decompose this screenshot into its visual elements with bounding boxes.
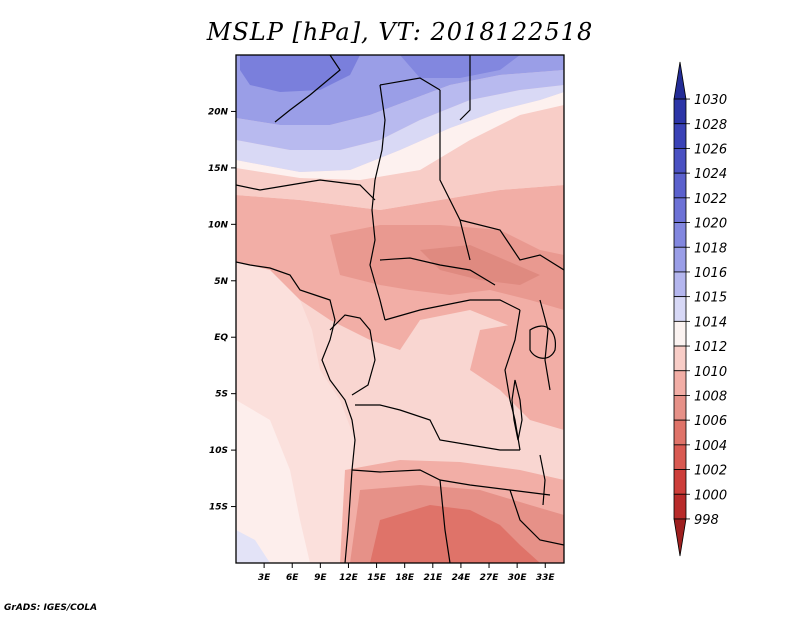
x-tick-label: 21E bbox=[423, 573, 443, 583]
colorbar-label: 1020 bbox=[694, 217, 727, 232]
border-kenya bbox=[539, 299, 551, 391]
colorbar-swatch bbox=[673, 296, 687, 322]
colorbar-swatch bbox=[673, 197, 687, 223]
coastline-west-africa bbox=[236, 261, 356, 563]
colorbar-swatch bbox=[673, 98, 687, 125]
credit-text: GrADS: IGES/COLA bbox=[4, 603, 98, 613]
border-libya-algeria bbox=[274, 55, 341, 123]
field-1008-car-core bbox=[420, 245, 540, 285]
field-1016-band bbox=[236, 85, 564, 172]
country-borders bbox=[236, 55, 564, 563]
colorbar-swatch bbox=[673, 320, 687, 347]
colorbar-label: 1010 bbox=[694, 365, 727, 380]
border-drc-east bbox=[504, 309, 521, 451]
field-1018-band bbox=[236, 70, 564, 150]
colorbar-swatch bbox=[673, 345, 687, 372]
y-tick-label: 15N bbox=[208, 164, 229, 174]
y-tick-label: EQ bbox=[214, 333, 228, 343]
colorbar-label: 1002 bbox=[694, 464, 727, 479]
colorbar-swatch bbox=[673, 246, 687, 273]
x-tick-label: 18E bbox=[395, 573, 415, 583]
colorbar-swatch bbox=[673, 370, 687, 396]
lake-malawi bbox=[539, 454, 546, 506]
x-axis: 3E 6E 9E 12E 15E 18E 21E 24E 27E 30E 33E bbox=[258, 563, 556, 583]
x-tick-label: 3E bbox=[258, 573, 271, 583]
border-mozambique bbox=[509, 489, 564, 546]
x-tick-label: 12E bbox=[339, 573, 359, 583]
x-tick-label: 24E bbox=[452, 573, 472, 583]
field-1014-band bbox=[236, 92, 564, 180]
field-1015-corner bbox=[236, 530, 270, 563]
colorbar-swatch bbox=[673, 123, 687, 149]
colorbar-top-arrow bbox=[673, 61, 687, 100]
border-gabon bbox=[329, 314, 376, 396]
colorbar-label: 1000 bbox=[694, 488, 727, 503]
border-cameroon-chad bbox=[369, 179, 386, 321]
colorbar-swatch bbox=[673, 148, 687, 174]
border-niger-chad bbox=[374, 84, 386, 181]
colorbar-swatch bbox=[673, 469, 687, 495]
chart-title: MSLP [hPa], VT: 2018122518 bbox=[206, 18, 594, 46]
border-drc-angola bbox=[355, 404, 520, 451]
y-tick-label: 5S bbox=[215, 390, 228, 400]
field-1006-south bbox=[370, 505, 540, 563]
colorbar-legend: 1030 1028 1026 1024 1022 1020 1018 1016 1015 1014… bbox=[673, 61, 727, 557]
border-sahara-mid bbox=[379, 77, 441, 91]
map-frame bbox=[235, 54, 565, 564]
border-egypt-sudan bbox=[459, 55, 471, 121]
colorbar-label: 1008 bbox=[694, 389, 727, 404]
lake-victoria bbox=[529, 325, 557, 359]
colorbar-label: 1014 bbox=[694, 315, 727, 330]
colorbar-label: 1016 bbox=[694, 266, 727, 281]
colorbar-swatch bbox=[673, 271, 687, 298]
colorbar-label: 1018 bbox=[694, 241, 727, 256]
y-axis: 20N 15N 10N 5N EQ 5S 10S 15S bbox=[208, 107, 236, 513]
colorbar-label: 998 bbox=[694, 513, 719, 528]
colorbar-label: 1012 bbox=[694, 340, 727, 355]
colorbar-label: 1028 bbox=[694, 118, 727, 133]
border-car bbox=[379, 257, 496, 286]
field-1022-core-east bbox=[400, 55, 520, 78]
y-tick-label: 15S bbox=[209, 503, 228, 513]
pressure-field bbox=[236, 55, 564, 563]
field-1010-east bbox=[470, 320, 564, 430]
colorbar-swatch bbox=[673, 172, 687, 199]
y-tick-label: 10N bbox=[208, 220, 229, 230]
colorbar-label: 1004 bbox=[694, 439, 727, 454]
y-tick-label: 5N bbox=[214, 277, 228, 287]
field-1014-west-sw bbox=[236, 400, 310, 563]
x-tick-label: 27E bbox=[480, 573, 500, 583]
colorbar-label: 1006 bbox=[694, 414, 727, 429]
x-tick-label: 15E bbox=[367, 573, 387, 583]
x-tick-label: 30E bbox=[508, 573, 528, 583]
colorbar-label: 1022 bbox=[694, 192, 727, 207]
colorbar-bottom-arrow bbox=[673, 518, 687, 557]
border-zambia-zimbabwe bbox=[439, 479, 451, 563]
field-1012-shelf bbox=[236, 95, 564, 210]
border-nigeria-niger bbox=[236, 179, 376, 201]
colorbar-label: 1015 bbox=[694, 291, 727, 306]
colorbar-swatch bbox=[673, 222, 687, 248]
x-tick-label: 9E bbox=[314, 573, 327, 583]
colorbar-label: 1026 bbox=[694, 142, 727, 157]
colorbar-swatch bbox=[673, 395, 687, 421]
colorbar-swatch bbox=[673, 444, 687, 470]
lake-tanganyika bbox=[511, 379, 523, 441]
field-1022-core bbox=[240, 55, 360, 92]
y-tick-label: 10S bbox=[209, 446, 228, 456]
x-tick-label: 6E bbox=[286, 573, 299, 583]
colorbar-label: 1024 bbox=[694, 167, 727, 182]
y-tick-label: 20N bbox=[208, 107, 229, 117]
x-tick-label: 33E bbox=[536, 573, 556, 583]
border-drc-north bbox=[384, 299, 521, 321]
colorbar-swatch bbox=[673, 493, 687, 520]
border-sudan-ssudan bbox=[459, 219, 564, 271]
border-chad-sudan bbox=[439, 90, 471, 261]
colorbar-label: 1030 bbox=[694, 93, 727, 108]
colorbar-swatch bbox=[673, 419, 687, 446]
